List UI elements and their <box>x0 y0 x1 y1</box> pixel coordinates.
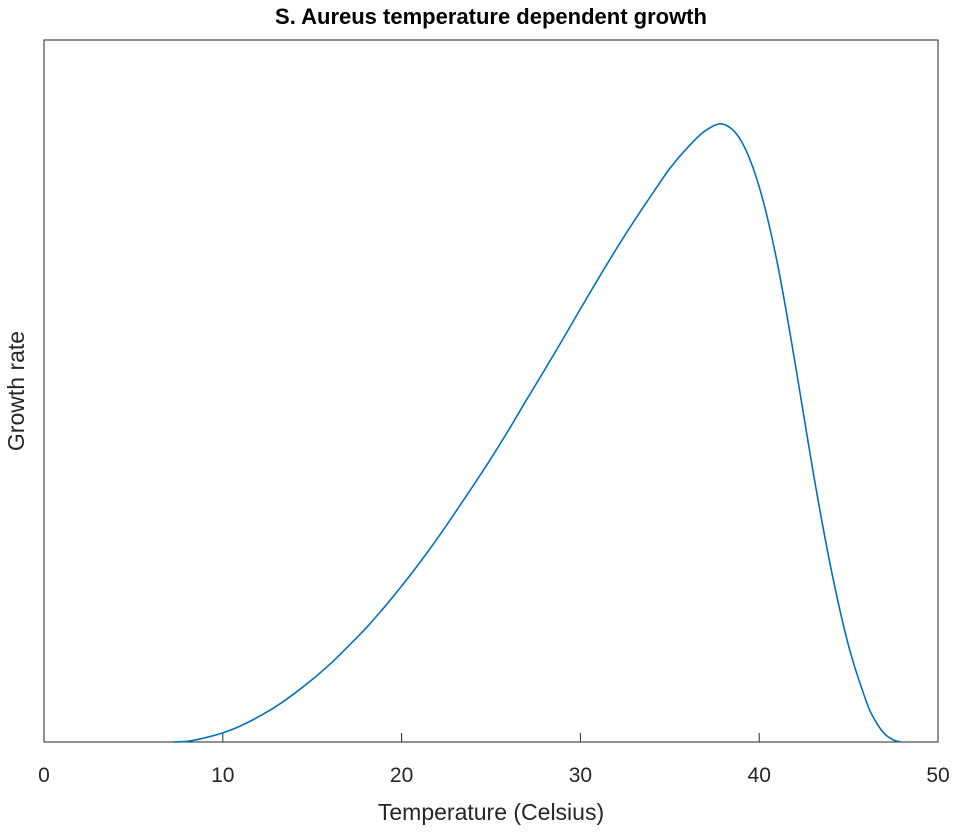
series-group <box>172 123 901 743</box>
x-tick-label: 50 <box>926 764 949 787</box>
x-tick-label: 10 <box>211 764 234 787</box>
x-tick-label: 0 <box>38 764 50 787</box>
x-tick-label: 30 <box>569 764 592 787</box>
x-tick-label: 40 <box>748 764 771 787</box>
growth-rate-line <box>172 123 901 743</box>
x-tick-label: 20 <box>390 764 413 787</box>
plot-area <box>43 39 939 743</box>
x-axis: 0 10 20 30 40 50 <box>38 733 950 787</box>
y-axis-label: Growth rate <box>3 331 29 451</box>
x-axis-label: Temperature (Celsius) <box>378 799 604 825</box>
chart-title: S. Aureus temperature dependent growth <box>275 4 707 29</box>
